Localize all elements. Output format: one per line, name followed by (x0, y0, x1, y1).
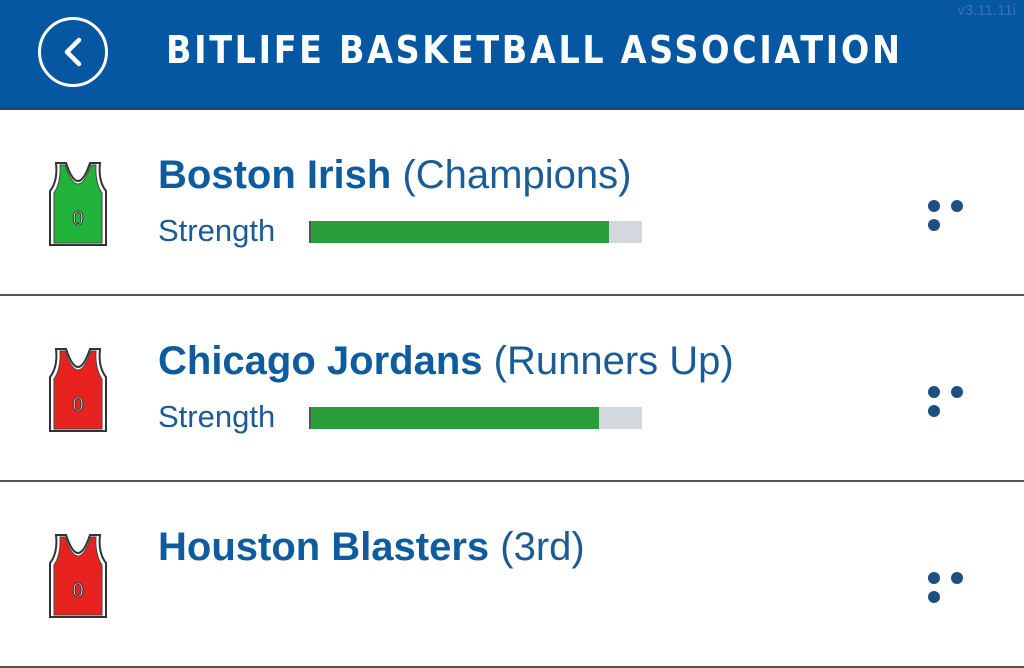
version-label: v3.11.11i (957, 2, 1016, 19)
team-placement: (Runners Up) (493, 339, 734, 383)
team-name: Chicago Jordans (158, 339, 483, 383)
dot-icon (928, 572, 940, 584)
dot-icon (928, 200, 940, 212)
dot-icon (951, 572, 963, 584)
team-row[interactable]: 0 Boston Irish (Champions) Strength (0, 111, 1024, 296)
dot-icon (928, 386, 940, 398)
header-bar: BITLIFE BASKETBALL ASSOCIATION v3.11.11i (0, 0, 1024, 110)
svg-text:0: 0 (72, 394, 83, 416)
team-placement: (3rd) (500, 525, 585, 569)
strength-bar (309, 407, 642, 429)
team-placement: (Champions) (402, 153, 632, 197)
jersey-icon: 0 (49, 534, 107, 618)
jersey-icon: 0 (49, 348, 107, 432)
svg-text:0: 0 (72, 208, 83, 230)
strength-label: Strength (158, 399, 276, 434)
dot-icon (928, 219, 940, 231)
team-name-line: Houston Blasters (3rd) (158, 525, 585, 570)
strength-bar-fill (309, 221, 609, 243)
team-name: Houston Blasters (158, 525, 490, 569)
chevron-left-icon (64, 37, 82, 67)
team-name-line: Chicago Jordans (Runners Up) (158, 339, 734, 384)
dot-icon (928, 591, 940, 603)
svg-text:0: 0 (72, 580, 83, 602)
more-options-button[interactable] (928, 197, 994, 231)
team-row[interactable]: 0 Chicago Jordans (Runners Up) Strength (0, 297, 1024, 482)
more-options-button[interactable] (928, 569, 994, 603)
back-button[interactable] (38, 17, 108, 87)
team-name: Boston Irish (158, 153, 392, 197)
team-name-line: Boston Irish (Champions) (158, 153, 631, 198)
page-title: BITLIFE BASKETBALL ASSOCIATION (166, 28, 903, 72)
dot-icon (951, 200, 963, 212)
strength-label: Strength (158, 213, 276, 248)
strength-bar (309, 221, 642, 243)
jersey-icon: 0 (49, 162, 107, 246)
dot-icon (951, 386, 963, 398)
dot-icon (928, 405, 940, 417)
strength-bar-fill (309, 407, 599, 429)
more-options-button[interactable] (928, 383, 994, 417)
